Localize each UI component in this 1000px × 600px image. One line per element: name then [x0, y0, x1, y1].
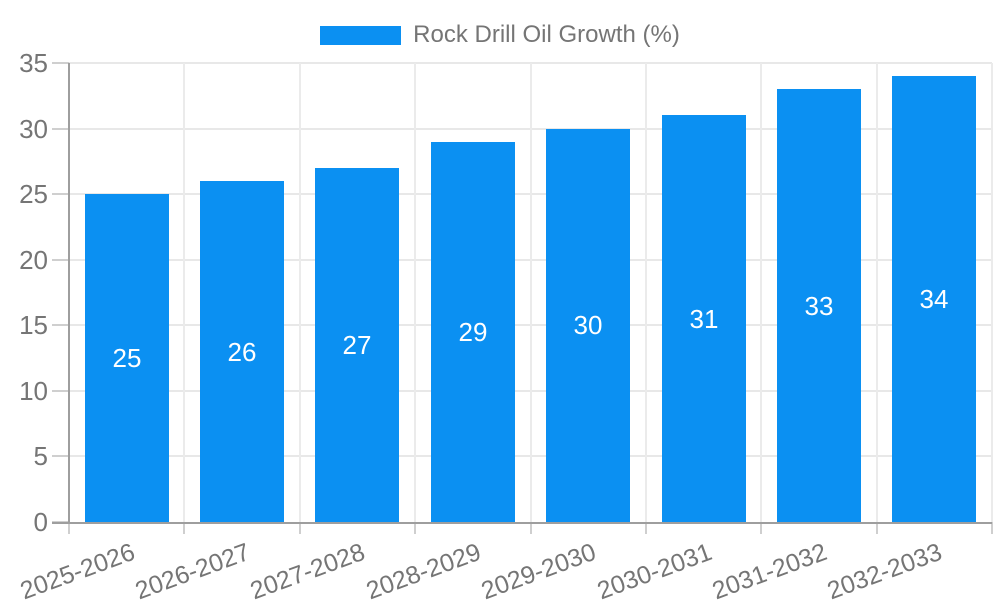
- legend: Rock Drill Oil Growth (%): [0, 21, 1000, 49]
- y-tick: [52, 193, 69, 195]
- y-axis-line: [68, 63, 70, 524]
- x-tick: [299, 522, 301, 534]
- bar[interactable]: [777, 89, 861, 522]
- bar-value-label: 27: [342, 330, 372, 360]
- y-tick: [52, 259, 69, 261]
- legend-swatch: [320, 25, 402, 45]
- y-tick: [52, 324, 69, 326]
- bar-value-label: 26: [227, 337, 257, 367]
- bar-value-label: 29: [458, 317, 488, 347]
- x-tick: [414, 522, 416, 534]
- x-axis-line: [52, 522, 992, 524]
- x-tick: [645, 522, 647, 534]
- y-tick-label: 5: [33, 441, 48, 471]
- y-tick-label: 30: [19, 114, 48, 144]
- x-gridline: [299, 63, 301, 522]
- bar[interactable]: [546, 129, 630, 522]
- y-tick: [52, 455, 69, 457]
- bar[interactable]: [431, 142, 515, 522]
- x-tick: [876, 522, 878, 534]
- bar[interactable]: [315, 168, 399, 522]
- x-tick: [760, 522, 762, 534]
- bar[interactable]: [892, 76, 976, 522]
- y-tick-label: 25: [19, 179, 48, 209]
- bar[interactable]: [85, 194, 169, 522]
- y-tick-label: 10: [19, 376, 48, 406]
- y-tick: [52, 390, 69, 392]
- bar-value-label: 33: [804, 291, 834, 321]
- x-gridline: [530, 63, 532, 522]
- x-gridline: [414, 63, 416, 522]
- x-tick: [991, 522, 993, 534]
- y-tick-label: 0: [33, 507, 48, 537]
- bar[interactable]: [200, 181, 284, 522]
- x-tick: [183, 522, 185, 534]
- bar-value-label: 25: [112, 343, 142, 373]
- legend-item[interactable]: Rock Drill Oil Growth (%): [320, 21, 680, 49]
- y-tick-label: 20: [19, 245, 48, 275]
- x-tick: [68, 522, 70, 534]
- legend-label: Rock Drill Oil Growth (%): [413, 21, 680, 48]
- x-tick: [530, 522, 532, 534]
- bar-value-label: 34: [919, 284, 949, 314]
- bar[interactable]: [662, 115, 746, 522]
- y-tick: [52, 128, 69, 130]
- x-gridline: [876, 63, 878, 522]
- bar-value-label: 30: [573, 310, 603, 340]
- x-gridline: [991, 63, 993, 522]
- x-gridline: [645, 63, 647, 522]
- bar-value-label: 31: [689, 304, 719, 334]
- y-tick-label: 15: [19, 310, 48, 340]
- x-gridline: [183, 63, 185, 522]
- y-tick-label: 35: [19, 48, 48, 78]
- x-gridline: [760, 63, 762, 522]
- y-tick: [52, 62, 69, 64]
